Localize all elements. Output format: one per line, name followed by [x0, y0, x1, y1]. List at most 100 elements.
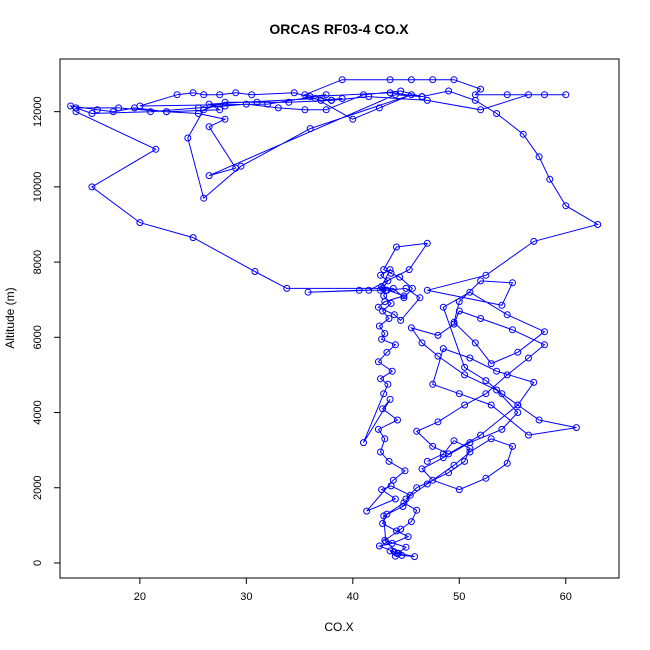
data-point — [306, 125, 314, 133]
data-point — [429, 76, 437, 84]
data-point — [423, 480, 431, 488]
data-point — [416, 294, 424, 302]
data-point — [285, 98, 293, 106]
series-line — [69, 79, 599, 558]
x-tick-label: 30 — [240, 591, 252, 603]
data-point — [429, 442, 437, 450]
data-point — [477, 277, 485, 285]
data-point — [194, 104, 202, 112]
data-point — [541, 341, 548, 349]
data-point — [407, 76, 415, 84]
y-tick-label: 8000 — [32, 250, 44, 274]
data-point — [136, 219, 144, 227]
data-point — [482, 271, 490, 279]
data-point — [274, 104, 282, 112]
data-point — [466, 288, 474, 296]
data-point — [360, 439, 367, 447]
data-point — [264, 100, 272, 108]
data-point — [242, 100, 250, 108]
data-point — [72, 108, 80, 116]
data-point — [514, 409, 522, 416]
data-point — [423, 239, 431, 247]
data-point — [375, 542, 383, 550]
data-point — [498, 390, 506, 398]
data-point — [173, 91, 181, 99]
y-tick-label: 10000 — [32, 172, 44, 203]
data-point — [423, 457, 431, 465]
data-point — [365, 286, 373, 294]
data-point — [487, 360, 495, 368]
data-point — [381, 298, 389, 306]
data-point — [397, 316, 405, 324]
data-point — [387, 269, 395, 277]
data-point — [216, 91, 224, 99]
data-point — [400, 294, 408, 302]
data-point — [461, 363, 469, 371]
data-point — [461, 457, 469, 465]
x-tick-label: 60 — [560, 591, 572, 603]
data-point — [477, 106, 485, 114]
data-point — [72, 104, 80, 112]
data-point — [379, 405, 387, 413]
data-point — [304, 288, 312, 296]
data-point — [184, 134, 192, 142]
data-point — [377, 286, 384, 294]
data-point — [404, 533, 412, 541]
data-point — [471, 96, 479, 104]
data-point — [360, 91, 367, 99]
data-point — [413, 427, 421, 435]
data-point — [88, 183, 96, 191]
data-point — [423, 286, 431, 294]
x-tick-label: 40 — [347, 591, 359, 603]
data-point — [509, 279, 516, 287]
data-point — [439, 454, 447, 462]
data-point — [93, 106, 101, 114]
data-point — [402, 543, 410, 551]
data-point — [477, 85, 485, 93]
data-point — [349, 115, 357, 123]
data-point — [136, 102, 144, 110]
data-point — [530, 378, 538, 386]
data-point — [429, 380, 437, 388]
data-point — [377, 375, 384, 383]
data-point — [189, 89, 197, 97]
data-point — [407, 91, 415, 99]
data-point — [374, 425, 382, 433]
y-axis-label: Altitude (m) — [3, 287, 17, 348]
series-lines — [69, 79, 599, 558]
data-point — [386, 76, 394, 84]
data-point — [402, 495, 410, 503]
data-point — [383, 348, 391, 356]
data-point — [594, 221, 602, 228]
data-point — [450, 461, 458, 469]
data-point — [466, 354, 474, 362]
data-point — [152, 145, 160, 153]
data-point — [374, 358, 382, 366]
data-point — [395, 549, 403, 557]
data-point — [461, 371, 469, 379]
data-point — [189, 234, 197, 242]
y-tick-label: 12000 — [32, 96, 44, 127]
data-point — [482, 390, 490, 398]
data-point — [384, 380, 392, 388]
data-point — [322, 91, 330, 99]
data-point — [503, 459, 511, 467]
data-point — [445, 469, 453, 477]
data-point — [390, 548, 398, 556]
data-point — [221, 98, 229, 106]
data-point — [535, 416, 543, 424]
data-point — [514, 401, 522, 409]
x-axis: 20 30 40 50 60 — [134, 577, 572, 603]
data-point — [439, 303, 447, 311]
series-points — [67, 76, 602, 561]
data-point — [377, 448, 384, 456]
data-point — [390, 311, 398, 319]
data-point — [450, 437, 458, 445]
y-axis: 0 2000 4000 6000 8000 10000 12000 — [32, 96, 61, 566]
data-point — [251, 268, 259, 275]
data-point — [338, 76, 346, 84]
data-point — [375, 322, 383, 330]
data-point — [562, 202, 570, 210]
data-point — [445, 450, 453, 458]
data-point — [429, 476, 437, 484]
